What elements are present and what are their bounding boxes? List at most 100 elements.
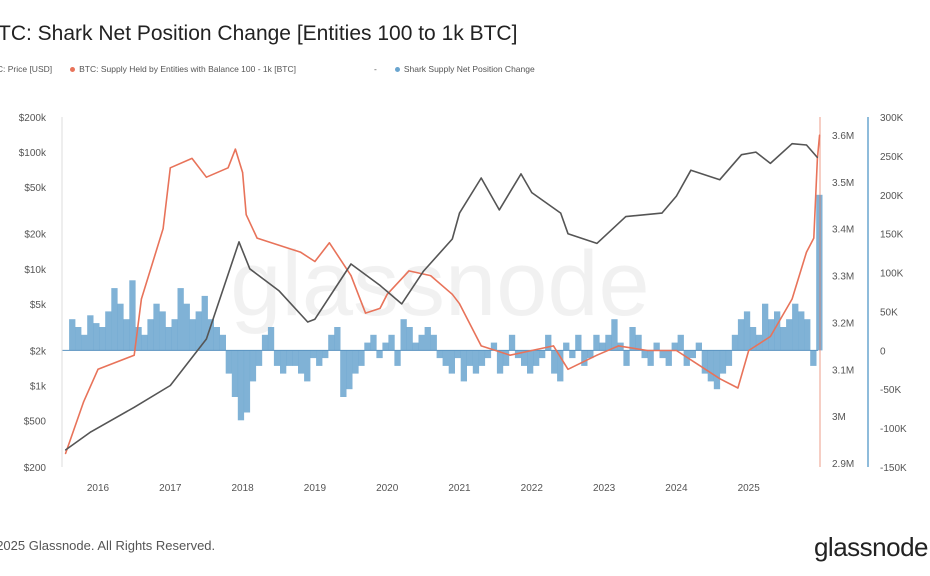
net-change-bar [81, 334, 88, 351]
net-change-bar [249, 350, 257, 382]
net-change-bar [370, 334, 377, 351]
supply-line-point [451, 293, 453, 295]
net-change-bar [472, 350, 480, 374]
supply-line-point [379, 307, 381, 309]
net-change-bar [171, 319, 178, 351]
net-change-bar [490, 342, 498, 351]
y-right-supply-tick-label: 3.5M [832, 178, 854, 189]
supply-line-point [169, 167, 171, 169]
net-change-bar [557, 350, 564, 382]
net-change-bar [539, 350, 546, 359]
price-line-point [401, 303, 403, 305]
supply-line-point [191, 157, 193, 159]
net-change-bar [382, 342, 389, 351]
net-change-bar [798, 311, 805, 351]
x-tick-label: 2017 [159, 483, 182, 494]
net-change-bar [436, 350, 443, 359]
supply-line-point [816, 157, 819, 159]
net-change-bar [207, 319, 214, 351]
price-line-point [755, 151, 757, 153]
net-change-bar [213, 327, 220, 351]
x-tick-label: 2018 [231, 483, 254, 494]
price-line-point [769, 162, 772, 164]
supply-line-point [285, 246, 287, 249]
y-left-tick-label: $2k [30, 346, 47, 357]
net-change-bar [183, 303, 190, 351]
price-line-point [379, 284, 381, 286]
net-change-bar [334, 327, 341, 351]
net-change-bar [159, 311, 166, 351]
price-line-point [625, 216, 627, 218]
price-line-point [498, 209, 500, 211]
net-change-bar [629, 327, 636, 351]
y-left-tick-label: $10k [24, 265, 47, 276]
price-line-point [90, 431, 92, 433]
net-change-bar [545, 334, 552, 351]
supply-line-point [299, 251, 301, 253]
legend-item-netchange[interactable]: Shark Supply Net Position Change [394, 64, 535, 74]
price-line-point [520, 173, 522, 175]
net-change-bar [141, 334, 148, 351]
supply-line-point [350, 275, 352, 277]
net-change-bar [599, 342, 606, 351]
supply-line-point [328, 242, 330, 244]
net-change-bar [701, 350, 708, 374]
y-right-netchange-tick-label: 50K [880, 307, 898, 318]
net-change-bar [255, 350, 263, 366]
net-change-bar [442, 350, 449, 366]
net-change-bar [665, 350, 672, 366]
net-change-bar [743, 311, 751, 351]
x-tick-label: 2021 [448, 483, 471, 494]
net-change-bar [623, 350, 630, 366]
net-change-bar [310, 350, 317, 359]
supply-line-point [133, 354, 135, 356]
net-change-bar [647, 350, 654, 366]
supply-line-point [531, 349, 533, 352]
net-change-bar [286, 350, 293, 366]
x-tick-label: 2020 [376, 483, 399, 494]
price-line-point [451, 238, 453, 240]
net-change-bar [695, 342, 702, 351]
net-change-bar [611, 319, 618, 351]
y-left-tick-label: $500 [24, 417, 47, 428]
supply-line-point [82, 401, 85, 403]
supply-line-point [140, 298, 142, 300]
net-change-bar [737, 319, 745, 351]
supply-line-point [480, 345, 482, 347]
legend-item-supply[interactable]: BTC: Supply Held by Entities with Balanc… [70, 64, 296, 74]
supply-line-point [458, 303, 461, 305]
net-change-bar [201, 295, 208, 351]
net-change-bar [653, 342, 660, 351]
net-change-bar [358, 350, 365, 366]
x-tick-label: 2024 [665, 483, 688, 494]
legend-item-price[interactable]: BTC: Price [USD] [0, 64, 52, 74]
net-change-bar [569, 350, 576, 359]
net-change-bar [69, 319, 76, 351]
y-right-netchange-tick-label: 0 [880, 346, 886, 357]
y-right-supply-tick-label: 3.3M [832, 272, 854, 283]
net-change-bar [316, 350, 323, 366]
net-change-bar [298, 350, 305, 374]
supply-line-point [162, 228, 164, 230]
net-change-bar [677, 334, 684, 351]
net-change-bar [466, 350, 473, 366]
net-change-bar [412, 342, 419, 351]
net-change-bar [786, 319, 793, 351]
net-change-bar [322, 350, 329, 359]
net-change-bar [484, 350, 492, 359]
supply-line-point [97, 368, 99, 370]
net-change-bar [117, 303, 124, 351]
supply-line-point [430, 275, 432, 277]
supply-line-point [697, 364, 699, 366]
supply-line-point [242, 171, 244, 174]
price-line-point [719, 179, 721, 181]
price-line-point [422, 270, 424, 272]
copyright: © 2025 Glassnode. All Rights Reserved. [0, 538, 216, 553]
y-right-netchange-tick-label: 200K [880, 191, 904, 202]
net-change-bar [527, 350, 534, 374]
net-change-bar [551, 350, 558, 374]
supply-line-point [408, 270, 410, 272]
net-change-bar [99, 327, 106, 351]
supply-line-point [386, 293, 388, 295]
net-change-bar [496, 350, 504, 374]
